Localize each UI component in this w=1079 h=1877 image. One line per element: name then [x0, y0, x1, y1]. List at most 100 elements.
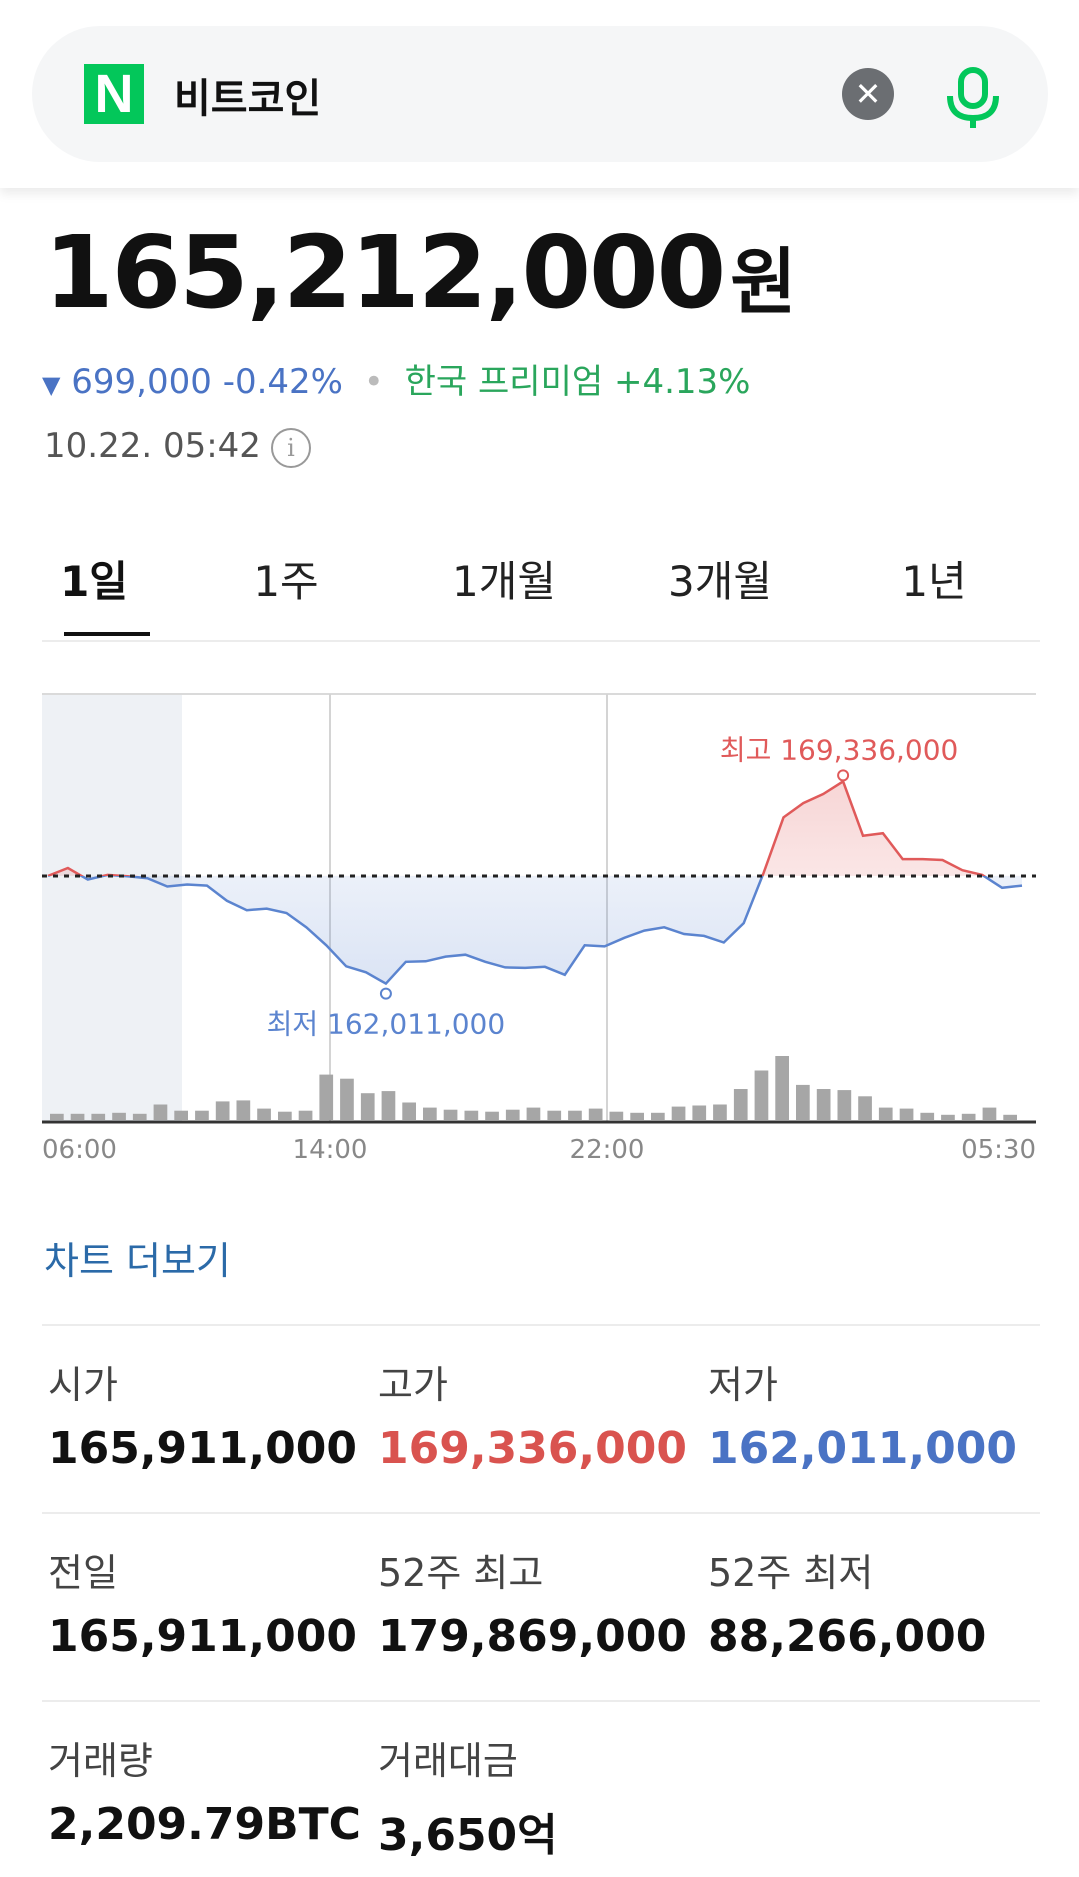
price-unit: 원	[730, 240, 796, 324]
volume-bar	[464, 1110, 479, 1120]
x-axis-ticks: 06:00 14:00 22:00 05:30	[42, 1135, 1036, 1165]
stat-value: 162,011,000	[708, 1423, 1017, 1474]
volume-bar	[360, 1093, 375, 1120]
price-chart[interactable]: 최고 169,336,000 최저 162,011,000 06:00 14:00…	[40, 686, 1040, 1166]
stat-volume: 거래량 2,209.79BTC	[48, 1730, 361, 1850]
stat-label: 시가	[48, 1363, 118, 1407]
x-tick-label: 22:00	[570, 1135, 645, 1165]
separator-dot: •	[363, 362, 384, 402]
volume-bar	[381, 1091, 396, 1120]
price-area-below	[81, 875, 1022, 984]
volume-bar	[837, 1090, 852, 1120]
volume-bar	[70, 1113, 85, 1120]
volume-bar	[899, 1108, 914, 1120]
period-tabs: 1일 1주 1개월 3개월 1년	[42, 548, 1040, 642]
tab-1year[interactable]: 1년	[901, 557, 967, 606]
divider	[42, 1512, 1040, 1514]
microphone-icon[interactable]	[938, 62, 1008, 132]
volume-bar	[236, 1100, 251, 1120]
volume-bar	[298, 1110, 313, 1120]
price-change: 699,000 -0.42%	[71, 362, 343, 402]
volume-bar	[91, 1113, 106, 1120]
stat-low: 저가 162,011,000	[708, 1354, 1017, 1474]
volume-bar	[713, 1104, 727, 1120]
volume-bar	[568, 1110, 582, 1120]
premarket-shade	[42, 694, 182, 1122]
volume-bar	[50, 1113, 64, 1120]
tab-1week[interactable]: 1주	[253, 557, 319, 606]
volume-bars	[50, 1056, 1017, 1120]
stat-label: 52주 최고	[378, 1551, 544, 1595]
volume-bar	[485, 1111, 499, 1120]
volume-bar	[692, 1105, 707, 1120]
stat-trade-value: 거래대금 3,650억	[378, 1730, 558, 1863]
volume-bar	[112, 1112, 126, 1120]
high-label: 최고 169,336,000	[720, 733, 959, 766]
stat-label: 거래대금	[378, 1739, 518, 1783]
volume-bar	[754, 1070, 769, 1120]
price-change-row: ▼ 699,000 -0.42% • 한국 프리미엄 +4.13%	[42, 354, 750, 403]
stat-label: 고가	[378, 1363, 448, 1407]
volume-bar	[443, 1109, 458, 1120]
tab-3month[interactable]: 3개월	[667, 557, 772, 606]
volume-bar	[319, 1074, 334, 1120]
current-price: 165,212,000원	[44, 214, 796, 331]
volume-bar	[1003, 1114, 1017, 1120]
x-tick-label: 05:30	[961, 1135, 1036, 1165]
stat-52w-low: 52주 최저 88,266,000	[708, 1542, 986, 1662]
volume-bar	[961, 1113, 976, 1120]
info-icon[interactable]: i	[270, 427, 311, 468]
price-line-above	[47, 779, 987, 876]
naver-logo[interactable]: N	[84, 64, 144, 124]
search-input[interactable]: 비트코인	[174, 76, 322, 122]
price-line-below	[48, 875, 1023, 986]
volume-bar	[982, 1107, 997, 1120]
volume-bar	[816, 1089, 831, 1120]
stat-52w-high: 52주 최고 179,869,000	[378, 1542, 687, 1662]
price-value: 165,212,000	[44, 214, 726, 331]
high-marker	[837, 769, 850, 782]
volume-bar	[340, 1078, 354, 1120]
x-tick-label: 14:00	[293, 1135, 368, 1165]
more-chart-link[interactable]: 차트 더보기	[44, 1239, 231, 1283]
timestamp: 10.22. 05:42	[44, 426, 261, 466]
divider	[42, 1324, 1040, 1326]
volume-bar	[941, 1114, 955, 1120]
stat-value: 2,209.79BTC	[48, 1799, 361, 1850]
volume-bar	[195, 1110, 209, 1120]
low-label: 최저 162,011,000	[267, 1008, 506, 1041]
volume-bar	[257, 1108, 271, 1120]
volume-bar	[733, 1089, 748, 1120]
volume-bar	[920, 1112, 935, 1120]
stat-value: 88,266,000	[708, 1611, 987, 1662]
tab-1day[interactable]: 1일	[60, 557, 128, 606]
volume-bar	[153, 1104, 168, 1120]
price-area-above	[48, 781, 1022, 876]
active-tab-indicator	[64, 632, 150, 636]
search-bar[interactable]: N 비트코인 ✕	[32, 26, 1048, 162]
timestamp-row: 10.22. 05:42 i	[44, 426, 311, 468]
volume-bar	[526, 1107, 541, 1120]
stat-label: 52주 최저	[708, 1551, 874, 1595]
volume-bar	[609, 1111, 624, 1120]
volume-bar	[858, 1096, 872, 1120]
volume-bar	[588, 1108, 603, 1120]
volume-bar	[174, 1110, 188, 1120]
volume-bar	[671, 1106, 686, 1120]
stat-high: 고가 169,336,000	[378, 1354, 687, 1474]
clear-search-button[interactable]: ✕	[842, 68, 894, 120]
volume-bar	[402, 1102, 416, 1120]
volume-bar	[278, 1111, 292, 1120]
volume-bar	[878, 1107, 893, 1120]
tab-1month[interactable]: 1개월	[451, 557, 556, 606]
stat-value: 179,869,000	[378, 1611, 687, 1662]
stat-value: 165,911,000	[48, 1423, 357, 1474]
volume-bar	[547, 1110, 562, 1120]
volume-bar	[423, 1107, 437, 1120]
volume-bar	[651, 1112, 665, 1120]
search-header: N 비트코인 ✕	[0, 0, 1079, 188]
volume-bar	[505, 1109, 520, 1120]
volume-bar	[132, 1113, 147, 1120]
x-tick-label: 06:00	[42, 1135, 117, 1165]
volume-bar	[775, 1056, 789, 1120]
